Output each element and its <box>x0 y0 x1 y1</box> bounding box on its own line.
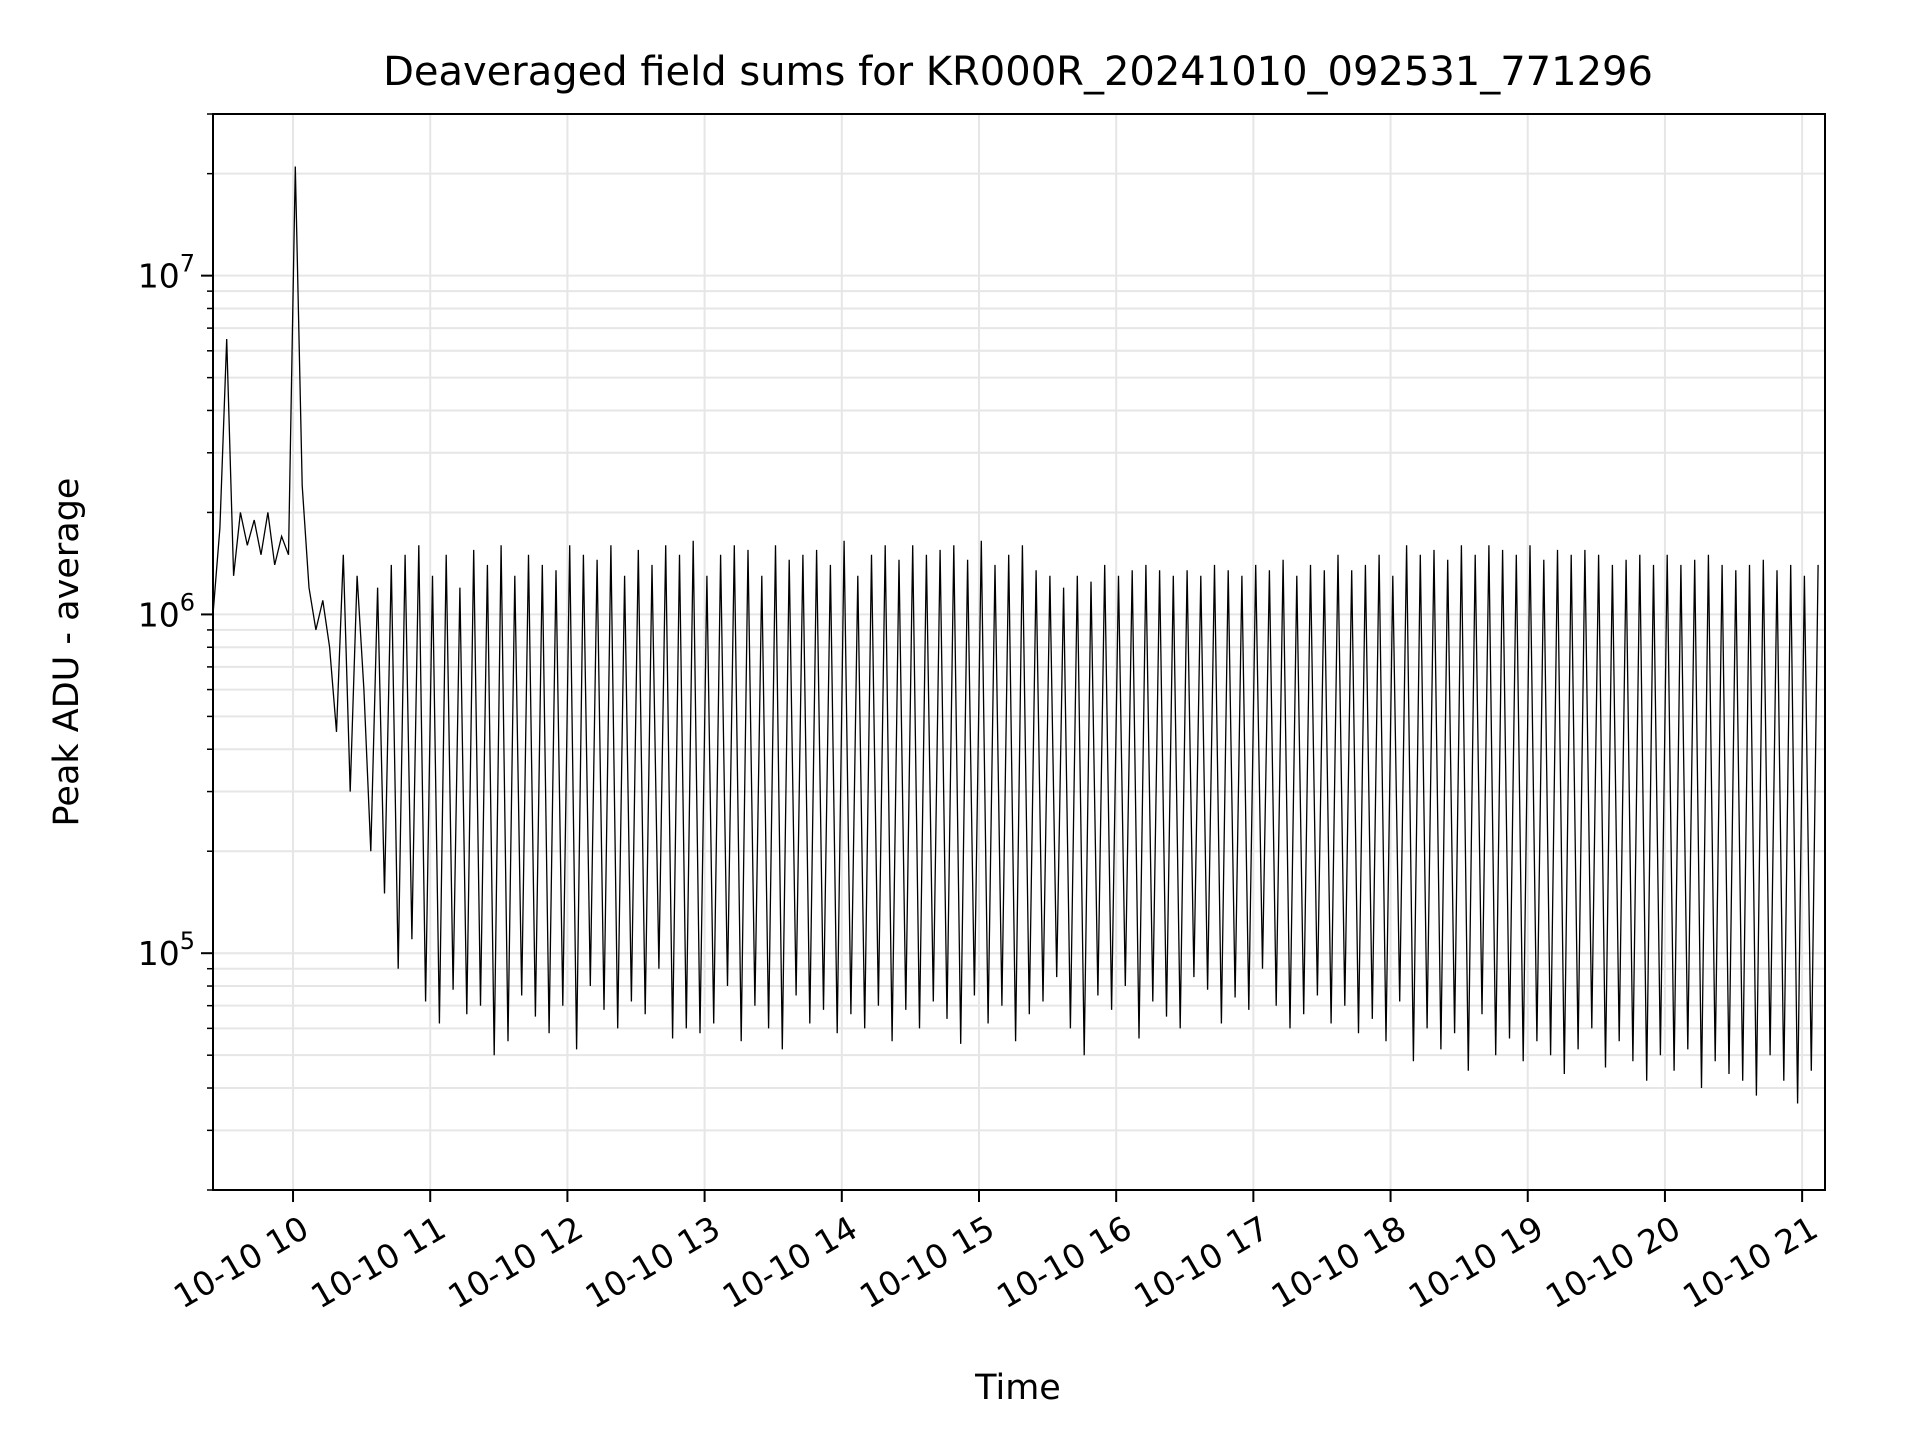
y-tick-exponent: 6 <box>180 588 195 616</box>
y-tick-label: 106 <box>138 588 195 634</box>
plot-frame <box>212 113 1826 1191</box>
y-tick-base: 10 <box>138 595 180 634</box>
plot-series-group <box>212 166 1819 1104</box>
y-tick-base: 10 <box>138 934 180 973</box>
series-line <box>212 166 1819 1104</box>
y-axis-label: Peak ADU - average <box>47 478 87 827</box>
y-tick-label: 107 <box>138 250 195 296</box>
y-tick-exponent: 5 <box>180 927 195 955</box>
y-tick-base: 10 <box>138 257 180 296</box>
x-axis-label: Time <box>974 1368 1061 1408</box>
y-tick-label: 105 <box>138 927 195 973</box>
chart-title: Deaveraged field sums for KR000R_2024101… <box>383 49 1653 95</box>
y-tick-exponent: 7 <box>180 250 195 278</box>
